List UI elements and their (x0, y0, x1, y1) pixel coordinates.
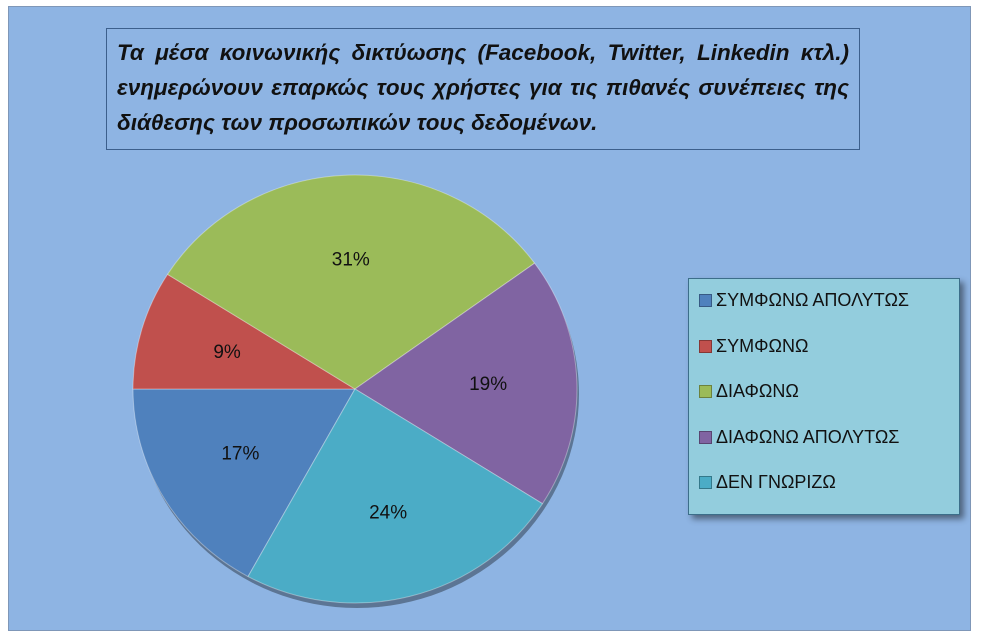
pie-slice (354, 262, 578, 505)
legend-swatch (699, 430, 712, 444)
legend-item: ΔΕΝ ΓΝΩΡΙΖΩ (699, 472, 836, 493)
legend-swatch (699, 339, 712, 353)
legend-item: ΣΥΜΦΩΝΩ ΑΠΟΛΥΤΩΣ (699, 290, 909, 311)
legend-label: ΔΙΑΦΩΝΩ ΑΠΟΛΥΤΩΣ (716, 426, 900, 447)
pie-slice (166, 174, 536, 390)
legend-item: ΣΥΜΦΩΝΩ (699, 336, 808, 357)
legend-swatch (699, 294, 712, 307)
legend-label: ΣΥΜΦΩΝΩ (716, 335, 809, 356)
legend-swatch (699, 385, 712, 398)
data-label: 9% (213, 342, 241, 363)
legend-label: ΔΙΑΦΩΝΩ (716, 381, 799, 401)
legend-item: ΔΙΑΦΩΝΩ (699, 381, 799, 402)
pie-slice (247, 388, 544, 604)
pie-slice (132, 388, 356, 578)
legend-swatch (699, 476, 712, 489)
data-label: 17% (221, 443, 259, 464)
data-label: 24% (369, 502, 407, 523)
legend: ΣΥΜΦΩΝΩ ΑΠΟΛΥΤΩΣ ΣΥΜΦΩΝΩ ΔΙΑΦΩΝΩ ΔΙΑΦΩΝΩ ΑΠ… (688, 278, 960, 515)
legend-label: ΔΕΝ ΓΝΩΡΙΖΩ (716, 472, 836, 492)
legend-label: ΣΥΜΦΩΝΩ ΑΠΟΛΥΤΩΣ (716, 290, 910, 310)
data-label: 19% (469, 374, 507, 395)
chart-title: Τα μέσα κοινωνικής δικτύωσης (Facebook, … (106, 28, 860, 150)
data-label: 31% (332, 250, 370, 271)
pie-slice (132, 273, 357, 390)
legend-item: ΔΙΑΦΩΝΩ ΑΠΟΛΥΤΩΣ (699, 427, 899, 448)
